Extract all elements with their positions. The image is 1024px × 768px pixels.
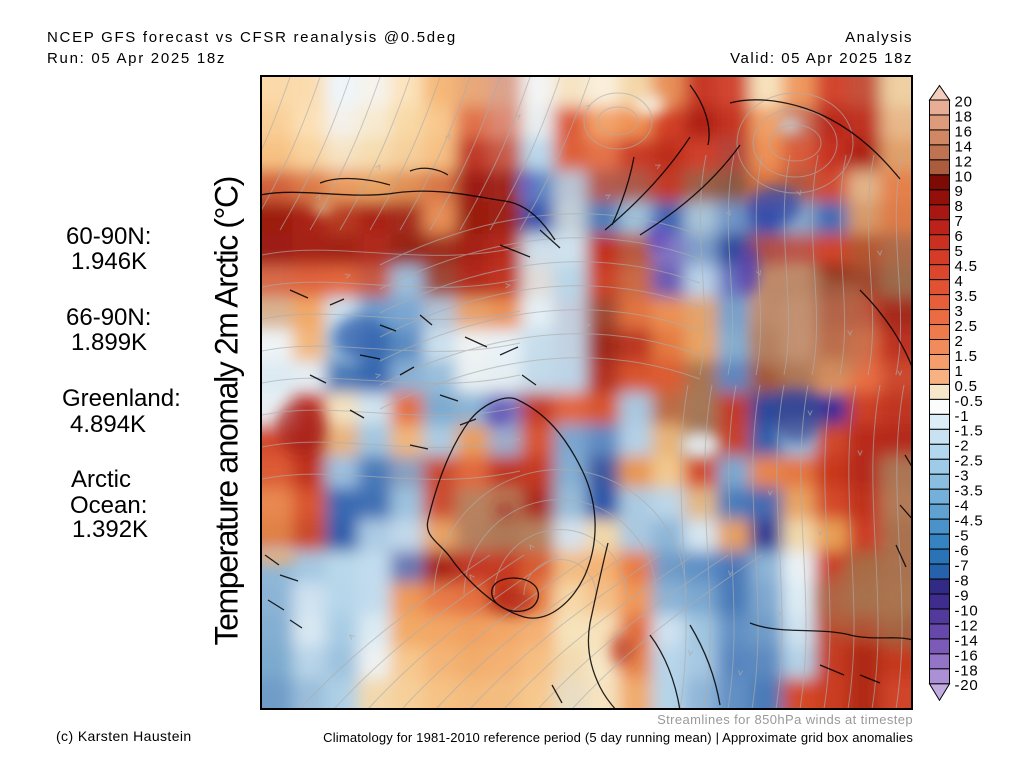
svg-text:5: 5 <box>955 243 964 260</box>
svg-text:8: 8 <box>955 198 964 215</box>
svg-text:-6: -6 <box>955 543 970 560</box>
svg-text:2.5: 2.5 <box>955 318 978 335</box>
svg-text:-1.5: -1.5 <box>955 423 984 440</box>
svg-text:-4: -4 <box>955 498 970 515</box>
svg-text:-2: -2 <box>955 438 970 455</box>
svg-text:-0.5: -0.5 <box>955 393 984 410</box>
svg-text:-12: -12 <box>955 617 979 634</box>
svg-text:-5: -5 <box>955 528 970 545</box>
svg-text:-10: -10 <box>955 602 979 619</box>
svg-text:20: 20 <box>955 93 973 110</box>
svg-text:12: 12 <box>955 153 973 170</box>
svg-text:9: 9 <box>955 183 964 200</box>
svg-text:0.5: 0.5 <box>955 378 978 395</box>
svg-text:-20: -20 <box>955 677 979 694</box>
svg-text:4.5: 4.5 <box>955 258 978 275</box>
svg-text:-8: -8 <box>955 572 970 589</box>
svg-text:18: 18 <box>955 108 973 125</box>
svg-text:3.5: 3.5 <box>955 288 978 305</box>
svg-text:-2.5: -2.5 <box>955 453 984 470</box>
svg-text:14: 14 <box>955 138 973 155</box>
svg-text:-3: -3 <box>955 468 970 485</box>
svg-text:6: 6 <box>955 228 964 245</box>
svg-text:-16: -16 <box>955 647 979 664</box>
svg-text:10: 10 <box>955 168 973 185</box>
svg-text:7: 7 <box>955 213 964 230</box>
svg-text:-14: -14 <box>955 632 979 649</box>
svg-text:1.5: 1.5 <box>955 348 978 365</box>
svg-text:-7: -7 <box>955 557 970 574</box>
svg-text:2: 2 <box>955 333 964 350</box>
svg-text:-18: -18 <box>955 662 979 679</box>
svg-text:-4.5: -4.5 <box>955 513 984 530</box>
svg-text:-3.5: -3.5 <box>955 483 984 500</box>
svg-text:16: 16 <box>955 123 973 140</box>
svg-text:3: 3 <box>955 303 964 320</box>
svg-text:-1: -1 <box>955 408 970 425</box>
svg-text:4: 4 <box>955 273 964 290</box>
svg-text:-9: -9 <box>955 587 970 604</box>
svg-text:1: 1 <box>955 363 964 380</box>
